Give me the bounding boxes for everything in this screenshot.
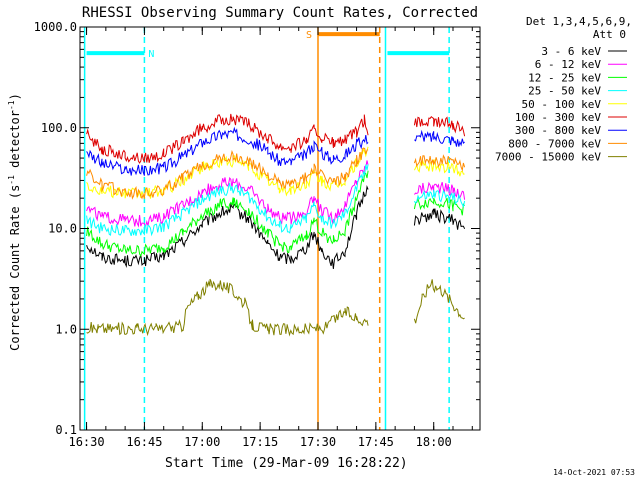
x-tick-label: 17:30 xyxy=(300,435,336,449)
legend-label: 3 - 6 keV xyxy=(541,45,601,58)
legend-label: 6 - 12 keV xyxy=(535,58,602,71)
x-axis: 16:30 16:45 17:00 17:15 17:30 17:45 18:00 xyxy=(68,27,473,449)
x-tick-label: 17:45 xyxy=(358,435,394,449)
x-tick-label: 17:00 xyxy=(184,435,220,449)
y-tick-label: 10.0 xyxy=(48,222,77,236)
chart-title: RHESSI Observing Summary Count Rates, Co… xyxy=(82,5,478,21)
x-axis-label: Start Time (29-Mar-09 16:28:22) xyxy=(165,456,408,471)
y-axis-label: Corrected Count Rate (s-1 detector-1) xyxy=(7,93,22,351)
x-tick-label: 16:30 xyxy=(68,435,104,449)
x-tick-label: 17:15 xyxy=(242,435,278,449)
series-line-7 xyxy=(86,147,466,200)
footer-date: 14-Oct-2021 07:53 xyxy=(553,468,635,477)
x-tick-label: 18:00 xyxy=(416,435,452,449)
legend-label: 12 - 25 keV xyxy=(528,71,601,84)
legend-label: 100 - 300 keV xyxy=(515,111,601,124)
marker-label: N xyxy=(148,49,154,60)
y-tick-label: 100.0 xyxy=(41,121,77,135)
legend-header-line1: Det 1,3,4,5,6,9, xyxy=(526,15,632,28)
legend-label: 800 - 7000 keV xyxy=(508,137,601,150)
marker-label: S xyxy=(306,30,312,41)
legend-label: 300 - 800 keV xyxy=(515,124,601,137)
y-axis: 0.1 1.0 10.0 100.0 1000.0 xyxy=(34,20,480,437)
series-group xyxy=(86,113,466,337)
observing-markers: NS xyxy=(86,30,450,60)
series-line-6 xyxy=(86,126,465,176)
series-line-2 xyxy=(86,170,465,258)
y-tick-label: 0.1 xyxy=(55,423,77,437)
series-line-5 xyxy=(86,113,466,164)
series-line-8 xyxy=(86,278,465,337)
series-line-0 xyxy=(86,185,466,270)
y-tick-label: 1000.0 xyxy=(34,20,77,34)
y-tick-label: 1.0 xyxy=(55,322,77,336)
legend-label: 25 - 50 keV xyxy=(528,85,601,98)
legend-header-line2: Att 0 xyxy=(593,28,626,41)
plot-frame xyxy=(79,26,481,431)
legend-label: 7000 - 15000 keV xyxy=(495,151,601,164)
series-line-3 xyxy=(86,164,466,237)
series-line-1 xyxy=(86,160,466,228)
marker-vertical-lines xyxy=(83,27,450,430)
legend-label: 50 - 100 keV xyxy=(522,98,602,111)
x-tick-label: 16:45 xyxy=(126,435,162,449)
